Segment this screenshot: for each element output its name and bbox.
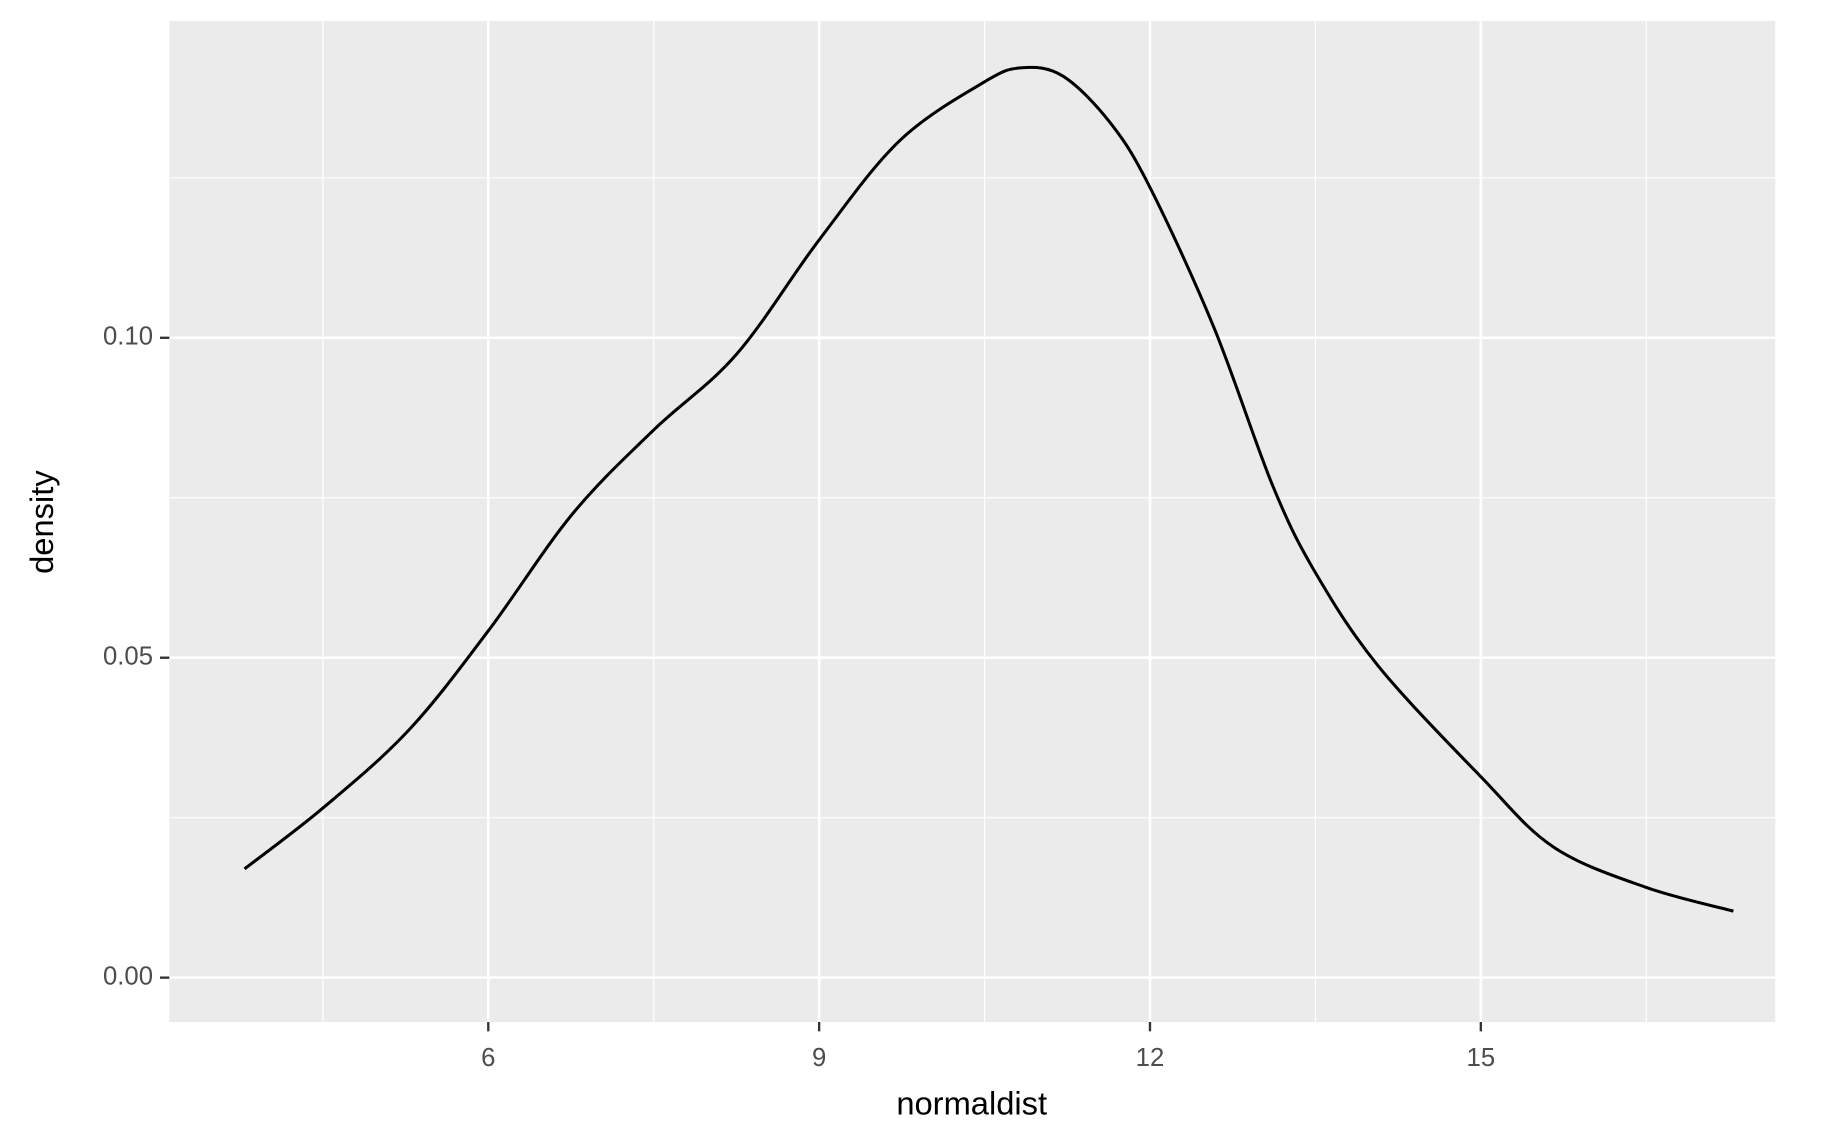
- plot-panel: [169, 21, 1776, 1022]
- x-tick-label: 15: [1467, 1044, 1496, 1072]
- x-tick-label: 9: [812, 1044, 826, 1072]
- x-tick-label: 12: [1136, 1044, 1165, 1072]
- x-tick-label: 6: [481, 1044, 495, 1072]
- x-axis-title: normaldist: [896, 1085, 1047, 1122]
- density-line: [243, 65, 1734, 913]
- y-tick-label: 0.00: [103, 962, 153, 990]
- y-axis-title: density: [23, 470, 60, 574]
- y-tick-label: 0.10: [103, 323, 153, 351]
- y-tick-label: 0.05: [103, 643, 153, 671]
